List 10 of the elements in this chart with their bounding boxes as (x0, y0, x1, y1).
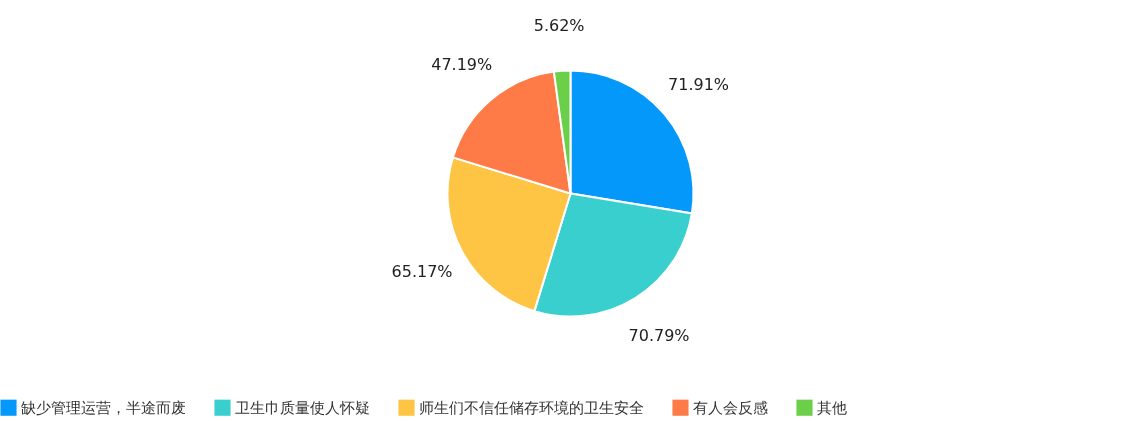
data-label: 71.91% (668, 74, 730, 94)
legend-label: 其他 (817, 398, 847, 417)
legend-label: 卫生巾质量使人怀疑 (235, 398, 370, 417)
data-label: 65.17% (391, 262, 453, 282)
legend-label: 缺少管理运营，半途而废 (21, 398, 186, 417)
legend-label: 有人会反感 (693, 398, 768, 417)
legend-label: 师生们不信任储存环境的卫生安全 (419, 398, 644, 417)
data-label: 47.19% (431, 55, 493, 75)
data-label: 70.79% (628, 326, 690, 346)
data-label: 5.62% (533, 15, 585, 35)
